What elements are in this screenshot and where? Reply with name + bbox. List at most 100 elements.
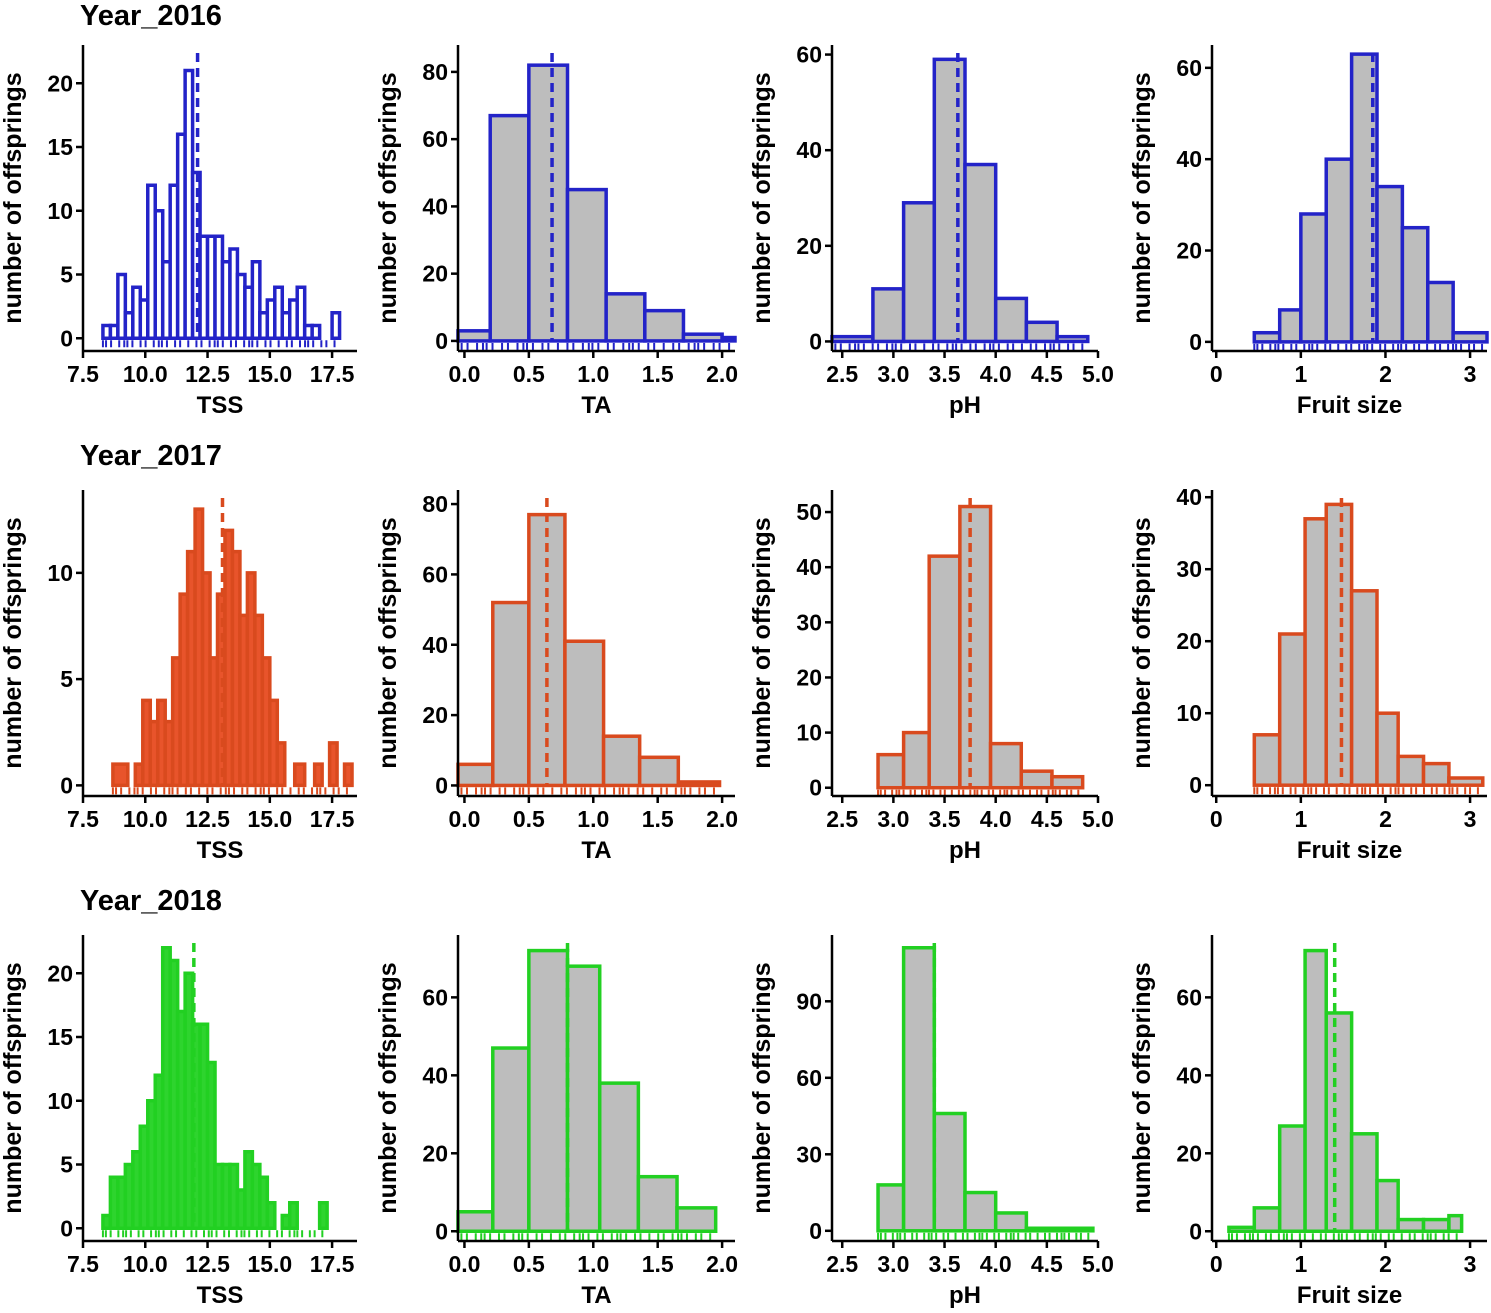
- histogram-bar: [1421, 1217, 1451, 1234]
- y-tick-label: 0: [435, 772, 448, 798]
- rug-marks: [111, 787, 348, 795]
- histogram-bar: [312, 762, 324, 788]
- rug-marks: [457, 1233, 712, 1241]
- histogram-bar: [932, 1111, 967, 1233]
- histogram-bar: [876, 1183, 906, 1233]
- histogram-bar: [830, 334, 875, 344]
- histogram-bar: [1396, 754, 1426, 787]
- x-tick-label: 3: [1464, 361, 1477, 387]
- y-tick-label: 0: [1189, 329, 1202, 355]
- y-axis-label: number of offsprings: [374, 517, 402, 768]
- histogram-bar: [681, 332, 724, 343]
- y-tick-label: 10: [1176, 700, 1202, 726]
- y-axis-label: number of offsprings: [1128, 517, 1156, 768]
- x-tick-label: 0.5: [513, 1251, 545, 1277]
- histogram-bar: [901, 201, 937, 344]
- x-tick-label: 2.0: [706, 1251, 738, 1277]
- y-tick-label: 0: [60, 1215, 73, 1241]
- y-tick-label: 90: [796, 988, 822, 1014]
- y-tick-label: 80: [422, 491, 448, 517]
- x-tick-label: 7.5: [67, 806, 99, 832]
- histogram-bar: [1227, 1225, 1257, 1234]
- y-tick-label: 40: [1176, 146, 1202, 172]
- x-axis-label: pH: [949, 392, 981, 419]
- histogram-bar: [1375, 711, 1400, 787]
- histogram-bar: [1252, 1206, 1282, 1234]
- x-tick-label: 12.5: [185, 361, 230, 387]
- y-axis-label: number of offsprings: [748, 517, 776, 768]
- rug-marks: [1227, 1233, 1458, 1241]
- y-tick-label: 0: [435, 328, 448, 354]
- x-tick-label: 2.5: [826, 806, 858, 832]
- y-tick-label: 30: [796, 1141, 822, 1167]
- histogram-bar: [1303, 517, 1328, 787]
- y-axis-label: number of offsprings: [374, 72, 402, 323]
- x-axis-label: TA: [581, 837, 611, 864]
- x-tick-label: 0.5: [513, 361, 545, 387]
- x-tick-label: 1: [1294, 361, 1307, 387]
- histogram-bar: [1375, 184, 1405, 344]
- y-tick-label: 20: [422, 702, 448, 728]
- x-tick-label: 2.0: [706, 806, 738, 832]
- histogram-bar: [456, 762, 495, 788]
- histogram-bar: [330, 311, 342, 340]
- x-axis-label: TA: [581, 392, 611, 419]
- histogram-bar: [1024, 320, 1059, 344]
- x-tick-label: 2: [1379, 1251, 1392, 1277]
- x-tick-label: 4.0: [980, 806, 1012, 832]
- x-axis-label: TSS: [197, 1282, 244, 1309]
- x-tick-label: 1.5: [642, 361, 674, 387]
- histogram-bar: [1396, 1217, 1426, 1234]
- x-tick-label: 3.0: [877, 806, 909, 832]
- histogram-bar: [1421, 761, 1451, 787]
- histogram-bar: [901, 946, 937, 1233]
- y-tick-label: 15: [47, 1024, 73, 1050]
- panel-2017-fruit-size: 0 10 20 30 40 0 1 2 3 Fruit size number of offspri…: [1128, 484, 1487, 864]
- histogram-bar: [1277, 1124, 1307, 1234]
- x-tick-label: 17.5: [310, 806, 355, 832]
- y-tick-label: 5: [60, 262, 73, 288]
- histogram-bar: [1024, 1226, 1095, 1233]
- histogram-bar: [597, 1081, 641, 1234]
- y-tick-label: 40: [796, 554, 822, 580]
- x-tick-label: 1: [1294, 1251, 1307, 1277]
- x-axis-label: Fruit size: [1297, 837, 1402, 864]
- x-tick-label: 17.5: [310, 1251, 355, 1277]
- y-tick-label: 20: [796, 233, 822, 259]
- x-tick-label: 2.5: [826, 1251, 858, 1277]
- y-axis-label: number of offsprings: [748, 962, 776, 1213]
- histogram-bar: [250, 260, 262, 340]
- histogram-bar: [327, 741, 339, 788]
- histogram-bar: [1447, 1213, 1464, 1234]
- y-tick-label: 20: [422, 1140, 448, 1166]
- y-tick-label: 60: [1176, 984, 1202, 1010]
- panel-2017-tss: 0 5 10 7.5 10.0 12.5 15.0 17.5 TSS number of offs…: [0, 490, 357, 864]
- y-axis-label: number of offsprings: [374, 962, 402, 1213]
- y-tick-label: 0: [809, 775, 822, 801]
- y-tick-label: 20: [1176, 238, 1202, 264]
- x-tick-label: 10.0: [123, 1251, 168, 1277]
- histogram-bar: [275, 741, 287, 788]
- histogram-bar: [1324, 1011, 1354, 1234]
- x-axis-label: pH: [949, 1282, 981, 1309]
- histogram-bar: [310, 323, 322, 340]
- histogram-bar: [1324, 502, 1354, 787]
- year-title-2017: Year_2017: [80, 440, 222, 472]
- x-tick-label: 0: [1210, 806, 1223, 832]
- y-tick-label: 10: [47, 198, 73, 224]
- x-axis-label: Fruit size: [1297, 1282, 1402, 1309]
- histogram-bar: [527, 63, 570, 343]
- histogram-bar: [1451, 330, 1489, 344]
- y-tick-label: 10: [47, 1088, 73, 1114]
- rug-marks: [101, 340, 336, 348]
- x-tick-label: 4.0: [980, 361, 1012, 387]
- x-tick-label: 0.5: [513, 806, 545, 832]
- histogram-bar: [601, 734, 642, 788]
- rug-marks: [1253, 787, 1479, 795]
- rug-marks: [457, 342, 731, 350]
- x-tick-label: 0.0: [448, 806, 480, 832]
- x-tick-label: 4.5: [1031, 1251, 1063, 1277]
- y-axis-label: number of offsprings: [0, 962, 27, 1213]
- histogram-bar: [927, 554, 962, 790]
- histogram-bar: [963, 162, 998, 344]
